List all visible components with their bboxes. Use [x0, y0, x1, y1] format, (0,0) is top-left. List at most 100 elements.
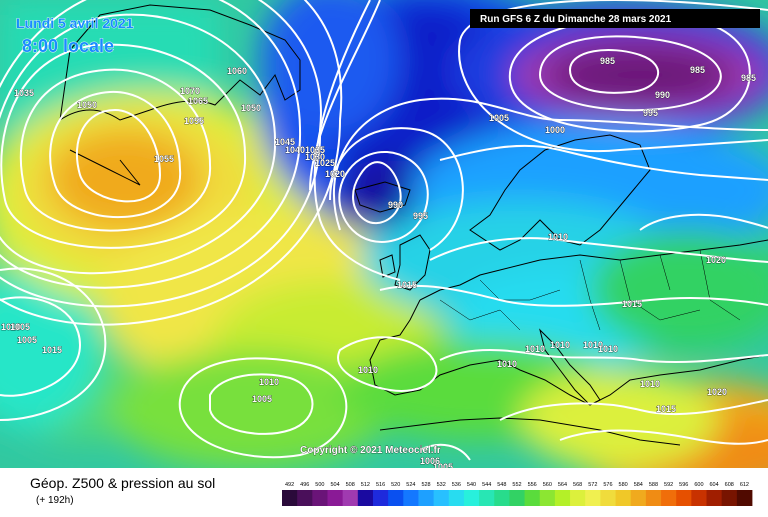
legend-tick-label: 544 [482, 482, 491, 488]
isobar-label: 1020 [707, 387, 727, 397]
border-lines [439, 249, 741, 331]
legend-swatch [327, 490, 344, 506]
isobar [429, 237, 768, 263]
legend-swatch [615, 490, 632, 506]
legend-tick-label: 524 [406, 482, 415, 488]
copyright: Copyright © 2021 Meteociel.fr [300, 445, 441, 456]
isobar-label: 990 [388, 200, 403, 210]
legend-tick-label: 572 [588, 482, 597, 488]
isobar [0, 0, 322, 308]
legend-swatch [630, 490, 647, 506]
isobar-label: 1010 [583, 340, 603, 350]
legend-swatch [448, 490, 465, 506]
isobar-label: 1035 [305, 145, 325, 155]
isobar [559, 429, 768, 445]
isobar-label: 1020 [706, 255, 726, 265]
isobar-label: 1010 [598, 344, 618, 354]
isobar-label: 1010 [358, 365, 378, 375]
legend-subtitle: (+ 192h) [36, 495, 74, 506]
legend-swatch [297, 490, 313, 506]
legend-tick-label: 508 [346, 482, 355, 488]
legend-swatch [342, 490, 359, 506]
isobar-labels: 1035 1050 1060 1070 1065 1050 1055 1055 … [1, 56, 757, 473]
legend-swatch [433, 490, 450, 506]
isobar-label: 1015 [656, 404, 676, 414]
legend-tick-label: 584 [634, 482, 643, 488]
legend-tick-label: 500 [315, 482, 324, 488]
isobar-label: 1055 [184, 116, 204, 126]
isobar-label: 1060 [227, 66, 247, 76]
isobar [0, 0, 302, 289]
legend-tick-label: 612 [740, 482, 749, 488]
isobar [0, 0, 343, 326]
isobar-label: 1065 [188, 96, 208, 106]
italy-coast [539, 328, 601, 406]
legend-swatch [554, 490, 571, 506]
legend-tick-label: 532 [437, 482, 446, 488]
isobar [499, 399, 768, 421]
isobar [439, 144, 768, 181]
isobar [338, 150, 429, 243]
isobar-label: 1045 [275, 137, 295, 147]
isobar [19, 68, 212, 232]
isobar-label: 1015 [622, 299, 642, 309]
isobar [0, 43, 247, 249]
isobar-label: 1050 [77, 100, 97, 110]
isobar-label: 1030 [305, 152, 325, 162]
isobar-label: 1005 [489, 113, 509, 123]
isobar-label: 990 [655, 90, 670, 100]
legend-tick-label: 596 [679, 482, 688, 488]
isobar-label: 1010 [550, 340, 570, 350]
isobar-label: 1010 [640, 379, 660, 389]
legend-swatch [312, 490, 328, 506]
isobar-label: 1005 [433, 462, 453, 472]
legend-tick-label: 576 [603, 482, 612, 488]
legend-tick-label: 608 [725, 482, 734, 488]
isobar-label: 1010 [548, 232, 568, 242]
europe-coast [369, 239, 768, 406]
legend-swatch [509, 490, 525, 506]
legend-swatch [357, 490, 374, 506]
isobar-label: 1005 [17, 335, 37, 345]
legend-tick-label: 588 [649, 482, 658, 488]
valid-date: Lundi 5 avril 2021 [16, 15, 134, 31]
legend-swatch [706, 490, 723, 506]
legend-swatch [539, 490, 556, 506]
isobar-label: 1005 [10, 322, 30, 332]
isobar [178, 357, 348, 459]
isobar-label: 1010 [497, 359, 517, 369]
isobar-label: 1010 [525, 344, 545, 354]
legend-swatch [403, 490, 419, 506]
legend-swatch [570, 490, 586, 506]
legend-swatch [282, 490, 298, 506]
legend-tick-label: 504 [330, 482, 339, 488]
legend-swatch [463, 490, 480, 506]
isobar [379, 284, 768, 307]
legend-swatch [388, 490, 404, 506]
isobar-label: 985 [600, 56, 615, 66]
isobar [209, 373, 314, 435]
run-info-box [470, 9, 760, 28]
isobar [0, 13, 277, 275]
legend-tick-label: 548 [497, 482, 506, 488]
isobar-label: 1005 [252, 394, 272, 404]
isobar [352, 161, 402, 225]
isobar [0, 267, 107, 421]
legend-swatch [736, 490, 753, 506]
legend-swatch [585, 490, 601, 506]
legend-tick-label: 528 [421, 482, 430, 488]
isobar-label: 985 [741, 73, 756, 83]
legend-tick-label: 540 [467, 482, 476, 488]
isobar-label: 1000 [545, 125, 565, 135]
legend-tick-label: 492 [285, 482, 294, 488]
legend-tick-label: 560 [543, 482, 552, 488]
scandinavia-coast [469, 134, 651, 251]
legend-tick-label: 516 [376, 482, 385, 488]
map-header: Lundi 5 avril 2021 8:00 locale Run GFS 6… [16, 9, 760, 56]
africa-coast [379, 417, 681, 446]
coastlines [59, 4, 768, 446]
isobar-label: 1020 [325, 169, 345, 179]
legend-colorbar: 492 496 500 504 508 512 516 520 524 528 532 536 540 5… [282, 482, 753, 506]
legend-tick-label: 556 [528, 482, 537, 488]
legend-swatch [691, 490, 707, 506]
